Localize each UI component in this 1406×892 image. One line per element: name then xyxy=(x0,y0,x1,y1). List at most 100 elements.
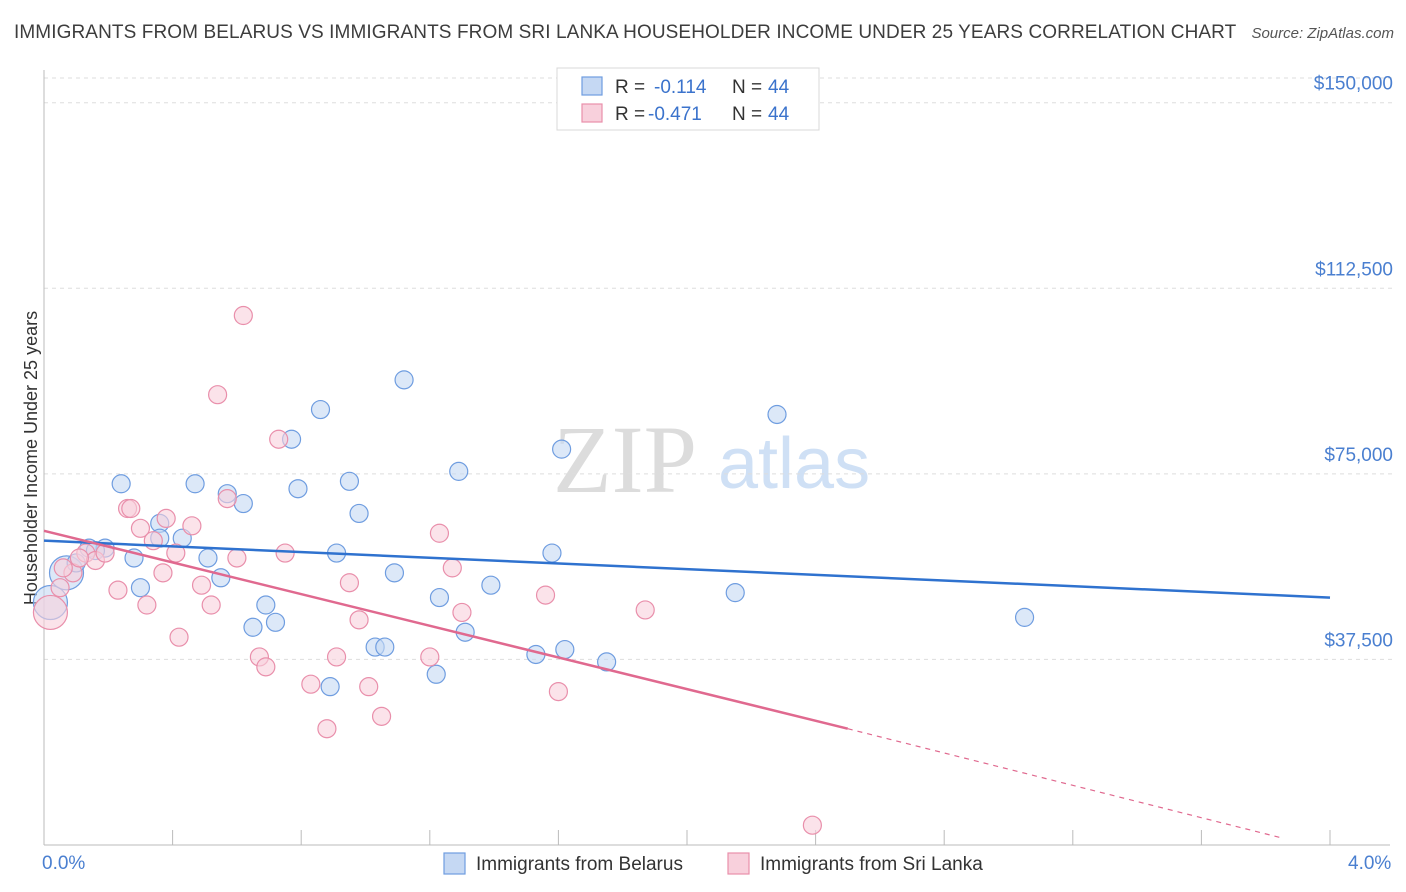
srilanka-point xyxy=(442,558,462,578)
srilanka-point xyxy=(452,602,472,623)
trend-lines xyxy=(43,529,1331,839)
belarus-point xyxy=(429,587,450,608)
srilanka-point xyxy=(548,681,569,702)
bottom-legend-label-srilanka: Immigrants from Sri Lanka xyxy=(760,854,983,875)
belarus-point xyxy=(542,543,562,563)
srilanka-point xyxy=(233,305,253,326)
srilanka-point xyxy=(339,573,360,593)
srilanka-point xyxy=(137,595,157,615)
y-tick-label: $150,000 xyxy=(1314,74,1393,95)
belarus-point xyxy=(233,493,253,514)
legend-r-value-belarus: -0.114 xyxy=(654,77,707,98)
srilanka-point xyxy=(32,594,69,631)
x-tick-label-min: 0.0% xyxy=(42,853,85,874)
srilanka-point xyxy=(130,518,151,538)
srilanka-point xyxy=(208,385,228,405)
y-tick-label: $75,000 xyxy=(1324,445,1393,466)
srilanka-point xyxy=(169,627,189,647)
srilanka-point xyxy=(635,600,655,620)
belarus-point xyxy=(552,439,572,459)
trend-line-belarus xyxy=(43,539,1331,599)
belarus-point xyxy=(767,404,787,425)
belarus-point xyxy=(349,503,369,524)
belarus-point xyxy=(265,612,286,632)
belarus-point xyxy=(394,370,414,390)
bottom-legend-swatch-srilanka xyxy=(727,852,750,875)
srilanka-point xyxy=(191,575,212,595)
srilanka-point xyxy=(201,595,221,615)
belarus-point xyxy=(449,461,469,481)
srilanka-point xyxy=(182,516,202,536)
legend-r-label-srilanka: R = xyxy=(615,104,645,125)
chart-title: IMMIGRANTS FROM BELARUS VS IMMIGRANTS FR… xyxy=(14,22,1237,43)
trend-line-srilanka-extension xyxy=(847,728,1281,839)
belarus-point xyxy=(1014,607,1035,627)
srilanka-point xyxy=(156,508,176,529)
belarus-point xyxy=(185,474,205,494)
srilanka-point xyxy=(535,585,556,605)
legend-swatch-srilanka xyxy=(581,103,603,123)
srilanka-point xyxy=(326,647,347,667)
legend-n-label-belarus: N = xyxy=(732,77,762,98)
x-tick-label-max: 4.0% xyxy=(1348,853,1391,874)
bottom-legend-swatch-belarus xyxy=(443,852,466,875)
legend-n-value-srilanka: 44 xyxy=(768,104,790,125)
srilanka-point xyxy=(429,523,450,543)
legend-r-label-belarus: R = xyxy=(615,77,645,98)
series-belarus-points xyxy=(32,370,1035,697)
belarus-point xyxy=(426,664,446,684)
watermark-atlas: atlas xyxy=(718,424,870,504)
srilanka-point xyxy=(275,543,295,563)
belarus-point xyxy=(130,578,151,598)
y-tick-label: $37,500 xyxy=(1324,630,1393,651)
legend-n-label-srilanka: N = xyxy=(732,104,762,125)
srilanka-point xyxy=(121,498,141,519)
srilanka-point xyxy=(317,719,337,739)
belarus-point xyxy=(725,583,745,603)
srilanka-point xyxy=(108,580,128,600)
belarus-point xyxy=(111,474,131,494)
srilanka-point xyxy=(301,674,321,694)
belarus-point xyxy=(555,639,575,660)
y-tick-label: $112,500 xyxy=(1315,259,1393,280)
srilanka-point xyxy=(256,657,276,677)
belarus-point xyxy=(198,548,218,568)
series-srilanka-points xyxy=(32,305,822,835)
srilanka-point xyxy=(359,677,379,697)
srilanka-point xyxy=(50,578,70,598)
srilanka-point xyxy=(227,548,247,568)
chart-source: Source: ZipAtlas.com xyxy=(1251,25,1394,42)
legend-swatch-belarus xyxy=(581,76,603,96)
belarus-point xyxy=(384,563,405,583)
belarus-point xyxy=(288,479,308,499)
trend-line-srilanka xyxy=(43,529,849,730)
belarus-point xyxy=(339,471,360,491)
grid xyxy=(44,77,1392,660)
watermark-zip: ZIP xyxy=(553,406,697,513)
y-tick-labels: $37,500 $75,000 $112,500 $150,000 xyxy=(1314,74,1393,652)
srilanka-point xyxy=(53,558,73,578)
belarus-point xyxy=(375,637,395,657)
legend-r-value-srilanka: -0.471 xyxy=(648,104,702,125)
legend-bottom: Immigrants from Belarus Immigrants from … xyxy=(443,852,983,875)
srilanka-point xyxy=(349,610,369,630)
axes xyxy=(43,70,1390,846)
bottom-legend-label-belarus: Immigrants from Belarus xyxy=(476,854,683,875)
belarus-point xyxy=(256,595,276,615)
srilanka-point xyxy=(217,489,237,509)
x-ticks xyxy=(43,830,1331,845)
belarus-point xyxy=(310,399,331,420)
belarus-point xyxy=(481,575,501,595)
legend-top: R = -0.114 N = 44 R = -0.471 N = 44 xyxy=(556,67,820,131)
srilanka-point xyxy=(69,548,89,568)
srilanka-point xyxy=(371,706,392,726)
srilanka-point xyxy=(153,563,173,583)
belarus-point xyxy=(597,652,617,672)
belarus-point xyxy=(320,677,340,697)
srilanka-point xyxy=(269,429,289,449)
belarus-point xyxy=(243,617,263,637)
srilanka-point xyxy=(420,647,440,667)
legend-n-value-belarus: 44 xyxy=(768,77,790,98)
y-axis-label: Householder Income Under 25 years xyxy=(21,311,41,605)
